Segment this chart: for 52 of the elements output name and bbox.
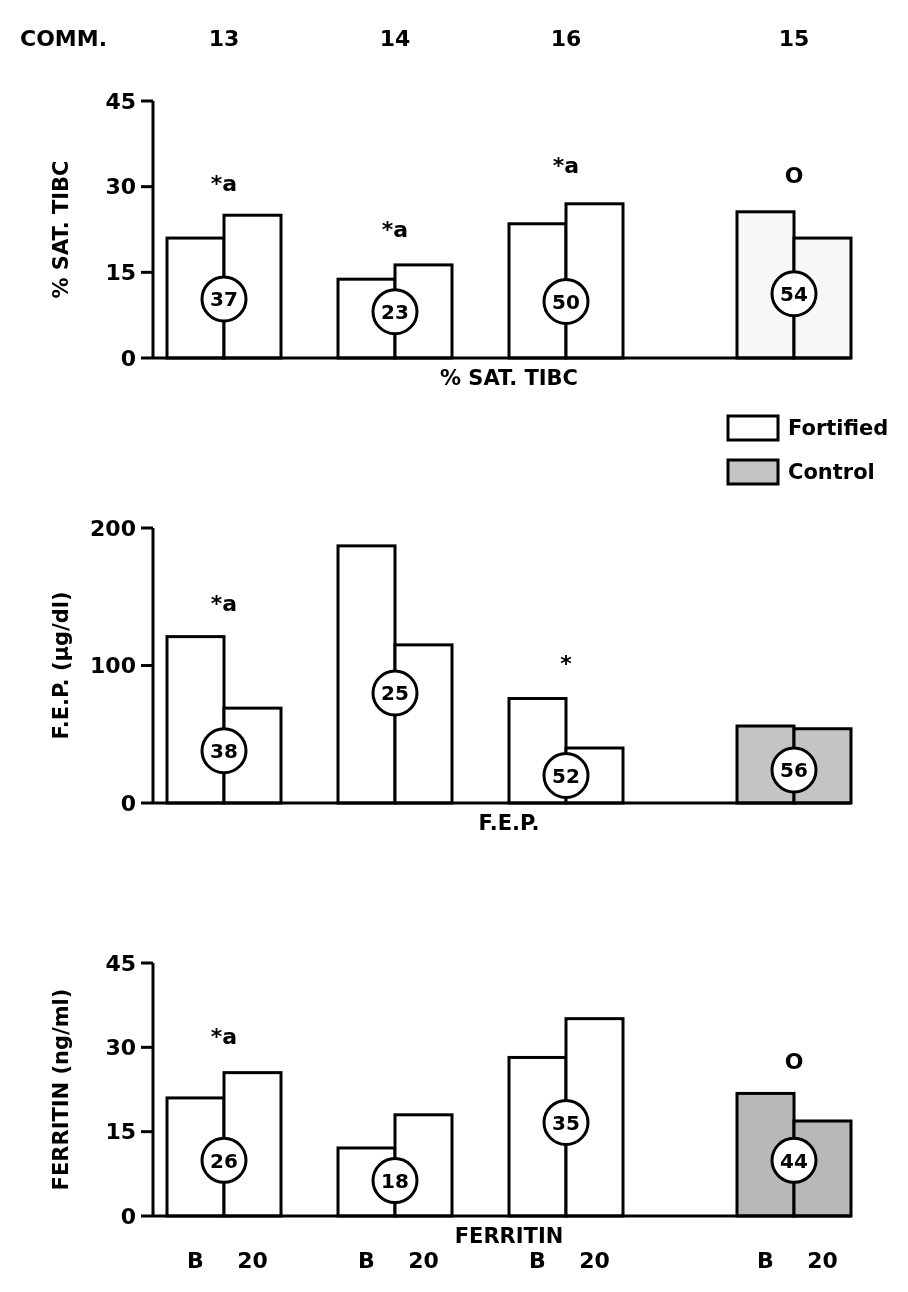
x-axis-title: F.E.P. [478,811,540,835]
annotation: *a [210,170,238,196]
annotation: 56 [780,758,808,783]
annotation: *a [552,152,580,178]
y-axis-title: F.E.P. (μg/dl) [49,591,73,740]
x-tick-label: 20 [237,1248,268,1273]
x-tick-label: 20 [408,1248,439,1273]
annotation: 25 [381,681,409,706]
x-tick-label: B [358,1248,375,1273]
text: 16 [550,26,582,51]
annotation: O [784,1049,804,1075]
annotation: * [560,651,573,676]
y-tick-label: 100 [90,653,136,679]
y-tick-label: 45 [105,950,136,976]
y-tick-label: 0 [120,345,136,371]
y-tick-label: 30 [105,174,136,200]
text: 14 [379,26,411,51]
y-tick-label: 15 [105,260,136,286]
annotation: *a [381,217,409,243]
y-tick-label: 30 [105,1035,136,1061]
annotation: 54 [780,281,808,306]
text: 13 [208,26,240,51]
y-tick-label: 45 [105,88,136,114]
y-tick-label: 15 [105,1119,136,1145]
text: COMM. [20,26,107,51]
legend-label: Control [788,460,875,485]
legend-label: Fortified [788,416,889,441]
annotation: *a [210,1023,238,1049]
y-tick-label: 0 [120,1203,136,1229]
x-tick-label: B [757,1248,774,1273]
y-axis-title: % SAT. TIBC [49,160,73,299]
x-axis-title: FERRITIN [454,1224,564,1248]
annotation: O [784,163,804,189]
y-tick-label: 0 [120,790,136,816]
annotation: 37 [210,287,238,312]
annotation: 52 [552,763,580,788]
text: 15 [778,26,810,51]
x-tick-label: B [187,1248,204,1273]
x-tick-label: 20 [807,1248,838,1273]
annotation: 50 [552,289,580,314]
x-tick-label: B [529,1248,546,1273]
annotation: 23 [381,299,409,324]
x-tick-label: 20 [579,1248,610,1273]
annotation: 18 [381,1168,409,1193]
annotation: 44 [780,1148,808,1173]
y-axis-title: FERRITIN (ng/ml) [49,988,73,1191]
x-axis-title: % SAT. TIBC [439,366,579,390]
y-tick-label: 200 [90,515,136,541]
annotation: 35 [552,1110,580,1135]
annotation: *a [210,590,238,616]
annotation: 26 [210,1148,238,1173]
annotation: 38 [210,738,238,763]
